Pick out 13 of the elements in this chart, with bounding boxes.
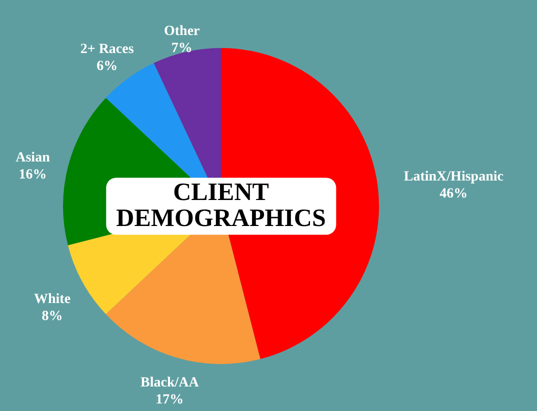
data-label: 16% xyxy=(18,168,47,183)
data-label: 8% xyxy=(42,308,63,324)
slice-label: White xyxy=(34,292,71,307)
slice-label: Other xyxy=(164,24,200,39)
text: CLIENT DEMOGRAPHICS xyxy=(106,178,336,234)
data-label: 46% xyxy=(440,186,468,202)
slice-label: LatinX/Hispanic xyxy=(404,170,504,185)
slice-label: Asian xyxy=(16,150,50,166)
data-label: 7% xyxy=(171,40,192,56)
slice-label: 2+ Races xyxy=(80,42,134,58)
slice-label: Black/AA xyxy=(140,376,200,391)
data-label: 17% xyxy=(156,392,184,408)
data-label: 6% xyxy=(96,59,118,74)
